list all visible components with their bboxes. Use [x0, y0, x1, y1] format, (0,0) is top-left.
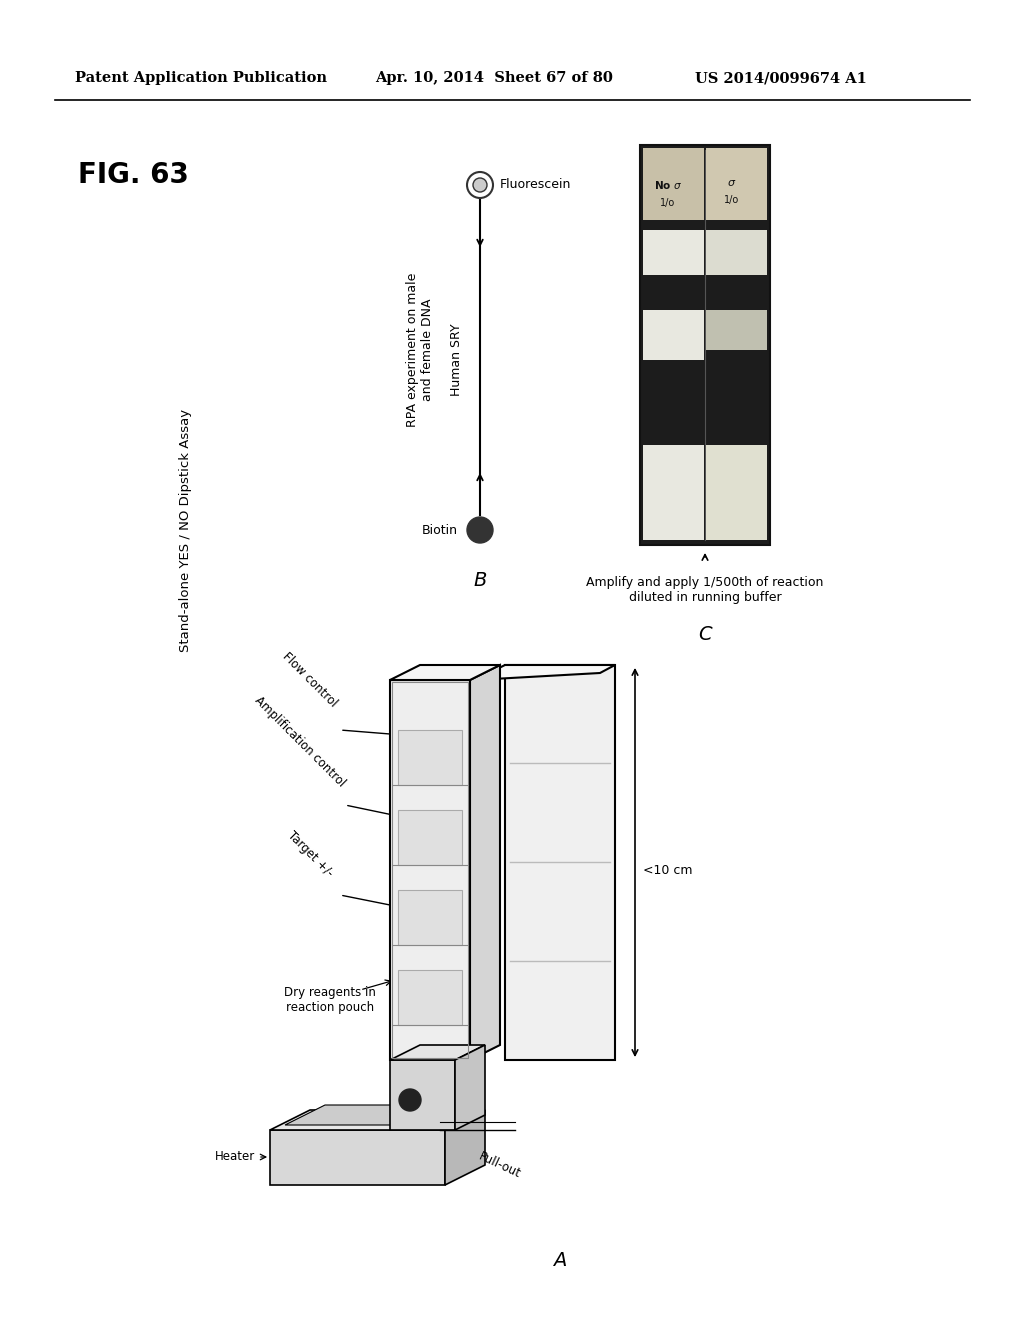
Polygon shape — [505, 665, 615, 1060]
Text: Pull-out: Pull-out — [477, 1150, 523, 1181]
Polygon shape — [285, 1105, 470, 1125]
Text: US 2014/0099674 A1: US 2014/0099674 A1 — [695, 71, 867, 84]
Circle shape — [473, 178, 487, 191]
Polygon shape — [270, 1110, 485, 1130]
Text: Stand-alone YES / NO Dipstick Assay: Stand-alone YES / NO Dipstick Assay — [178, 408, 191, 652]
Polygon shape — [706, 445, 767, 540]
Text: $\sigma$: $\sigma$ — [727, 178, 736, 187]
Text: A: A — [553, 1250, 566, 1270]
Polygon shape — [706, 148, 767, 220]
Text: Dry reagents in
reaction pouch: Dry reagents in reaction pouch — [284, 986, 376, 1014]
Text: Human SRY: Human SRY — [451, 323, 464, 396]
Text: No $\sigma$: No $\sigma$ — [654, 180, 682, 191]
Circle shape — [467, 517, 493, 543]
Polygon shape — [390, 1045, 485, 1060]
Polygon shape — [475, 665, 615, 680]
Text: C: C — [698, 626, 712, 644]
Text: Patent Application Publication: Patent Application Publication — [75, 71, 327, 84]
Polygon shape — [643, 445, 705, 540]
Text: Heater: Heater — [215, 1151, 255, 1163]
Polygon shape — [470, 665, 500, 1060]
Polygon shape — [640, 145, 770, 545]
Polygon shape — [270, 1130, 445, 1185]
Polygon shape — [398, 810, 462, 865]
Text: Apr. 10, 2014  Sheet 67 of 80: Apr. 10, 2014 Sheet 67 of 80 — [375, 71, 613, 84]
Circle shape — [399, 1089, 421, 1111]
Text: B: B — [473, 570, 486, 590]
Circle shape — [467, 172, 493, 198]
Polygon shape — [390, 665, 500, 680]
Text: Biotin: Biotin — [422, 524, 458, 536]
Text: Amplify and apply 1/500th of reaction
diluted in running buffer: Amplify and apply 1/500th of reaction di… — [587, 576, 823, 605]
Text: 1/o: 1/o — [660, 198, 676, 209]
Text: <10 cm: <10 cm — [643, 863, 692, 876]
Text: Target +/-: Target +/- — [285, 829, 336, 880]
Text: Sample: Sample — [440, 1084, 484, 1117]
Polygon shape — [398, 890, 462, 945]
Polygon shape — [455, 1045, 485, 1130]
Polygon shape — [643, 148, 705, 220]
Polygon shape — [390, 680, 470, 1060]
Text: Flow control: Flow control — [281, 651, 340, 710]
Text: RPA experiment on male
and female DNA: RPA experiment on male and female DNA — [406, 273, 434, 428]
Polygon shape — [643, 230, 705, 275]
Text: Amplification control: Amplification control — [252, 694, 348, 789]
Polygon shape — [706, 310, 767, 350]
Polygon shape — [445, 1110, 485, 1185]
Polygon shape — [643, 310, 705, 360]
Text: Fluorescein: Fluorescein — [500, 178, 571, 191]
Polygon shape — [706, 230, 767, 275]
Text: 1/o: 1/o — [724, 195, 739, 205]
Polygon shape — [390, 1060, 455, 1130]
Polygon shape — [398, 730, 462, 785]
Text: FIG. 63: FIG. 63 — [78, 161, 188, 189]
Polygon shape — [398, 970, 462, 1026]
